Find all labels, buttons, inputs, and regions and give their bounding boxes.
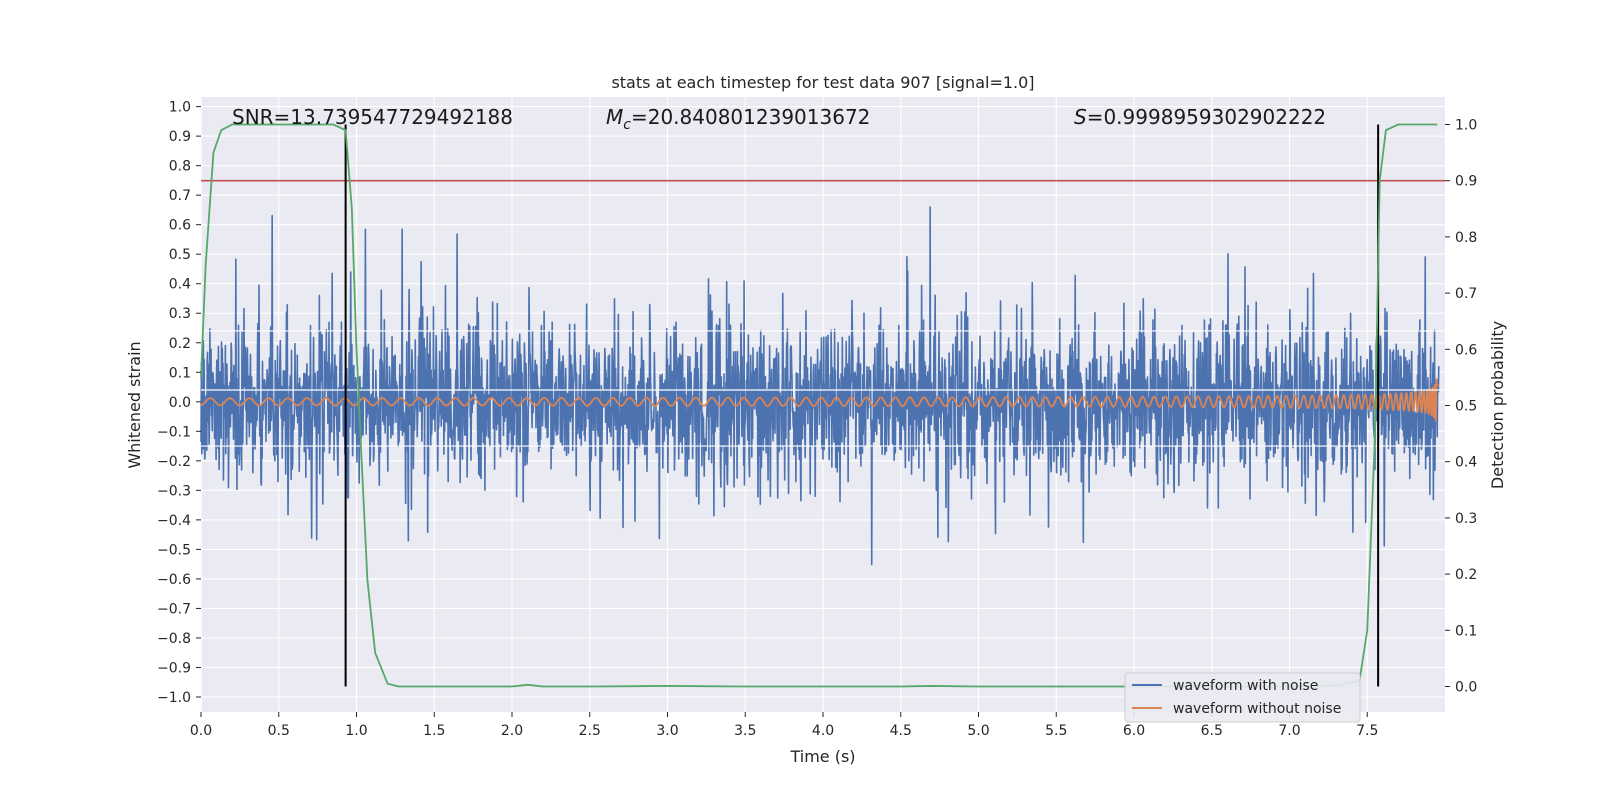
y-tick-label-left: −1.0	[157, 690, 191, 706]
chirp-mass-stat: Mc=20.840801239013672	[606, 105, 870, 133]
s-stat: S=0.9998959302902222	[1074, 105, 1326, 129]
x-tick-label: 7.0	[1278, 723, 1300, 739]
y-tick-label-left: 0.0	[169, 395, 191, 411]
y-tick-label-right: 0.3	[1455, 511, 1477, 527]
y-tick-label-left: 0.1	[169, 365, 191, 381]
y-tick-label-left: 0.4	[169, 277, 191, 293]
legend-entry-noise: waveform with noise	[1173, 678, 1318, 694]
y-tick-label-left: 0.6	[169, 218, 191, 234]
ticks: 0.0 0.5 1.0 1.5 2.0 2.5 3.0 3.5 4.0 4.5 5.0 5.5 6.0 6…	[157, 100, 1477, 739]
y-tick-label-left: 0.2	[169, 336, 191, 352]
x-tick-label: 5.5	[1045, 723, 1067, 739]
y-tick-label-left: −0.2	[157, 454, 191, 470]
y-tick-label-right: 1.0	[1455, 118, 1477, 134]
mc-subscript: c	[623, 117, 631, 133]
x-tick-label: 4.0	[812, 723, 834, 739]
legend-box	[1124, 672, 1361, 723]
y-axis-label-left: Whitened strain	[125, 341, 144, 468]
x-tick-label: 6.0	[1123, 723, 1145, 739]
mc-value: =20.840801239013672	[631, 105, 870, 129]
x-tick-label: 4.5	[890, 723, 912, 739]
detection-probability-line	[200, 123, 1438, 688]
y-tick-label-left: 0.7	[169, 188, 191, 204]
y-tick-label-left: 0.9	[169, 129, 191, 145]
x-tick-label: 2.0	[501, 723, 523, 739]
x-axis-label: Time (s)	[789, 747, 855, 766]
y-tick-label-left: −0.4	[157, 513, 191, 529]
x-tick-label: 6.5	[1201, 723, 1223, 739]
x-tick-label: 1.0	[345, 723, 367, 739]
s-symbol: S	[1074, 105, 1087, 129]
y-tick-label-left: 0.5	[169, 247, 191, 263]
y-tick-label-left: −0.5	[157, 542, 191, 558]
y-tick-label-right: 0.8	[1455, 230, 1477, 246]
y-tick-label-right: 0.2	[1455, 567, 1477, 583]
y-tick-label-right: 0.9	[1455, 174, 1477, 190]
y-tick-label-right: 0.1	[1455, 623, 1477, 639]
y-tick-label-left: 0.3	[169, 306, 191, 322]
y-tick-label-left: −0.3	[157, 483, 191, 499]
s-value: =0.9998959302902222	[1087, 105, 1326, 129]
y-tick-label-right: 0.6	[1455, 342, 1477, 358]
y-tick-label-right: 0.7	[1455, 286, 1477, 302]
legend-entry-clean: waveform without noise	[1173, 701, 1341, 717]
mc-symbol: M	[606, 105, 623, 129]
x-tick-label: 0.0	[190, 723, 212, 739]
y-tick-label-left: −0.6	[157, 572, 191, 588]
x-tick-label: 7.5	[1356, 723, 1378, 739]
legend: waveform with noise waveform without noi…	[1124, 672, 1361, 723]
clean-waveform-path	[200, 378, 1440, 422]
x-tick-label: 1.5	[423, 723, 445, 739]
y-tick-label-right: 0.0	[1455, 680, 1477, 696]
y-tick-label-right: 0.5	[1455, 399, 1477, 415]
y-tick-label-left: 0.8	[169, 159, 191, 175]
x-tick-label: 2.5	[579, 723, 601, 739]
y-tick-label-left: 1.0	[169, 100, 191, 116]
y-tick-label-left: −0.8	[157, 631, 191, 647]
chart-title: stats at each timestep for test data 907…	[611, 73, 1034, 92]
y-axis-label-right: Detection probability	[1488, 321, 1507, 489]
y-tick-label-left: −0.7	[157, 601, 191, 617]
y-tick-label-right: 0.4	[1455, 455, 1477, 471]
snr-stat: SNR=13.739547729492188	[232, 105, 513, 129]
y-tick-label-left: −0.1	[157, 424, 191, 440]
x-tick-label: 3.0	[656, 723, 678, 739]
waveform-without-noise-line	[200, 378, 1440, 422]
overlay	[200, 123, 1445, 688]
x-tick-label: 3.5	[734, 723, 756, 739]
x-tick-label: 5.0	[967, 723, 989, 739]
x-tick-label: 0.5	[268, 723, 290, 739]
y-tick-label-left: −0.9	[157, 660, 191, 676]
